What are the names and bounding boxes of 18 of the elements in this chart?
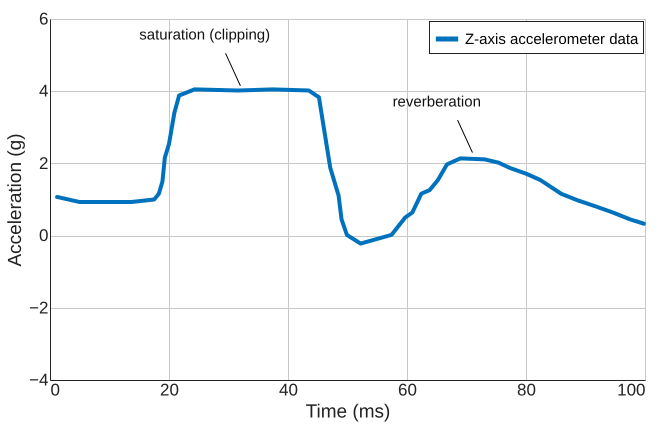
line-series <box>55 87 646 246</box>
annotation: saturation (clipping) <box>139 26 270 44</box>
y-tick-label: 6 <box>39 10 48 28</box>
annotation: reverberation <box>392 93 481 110</box>
x-axis-title: Time (ms) <box>306 402 390 422</box>
y-axis-title: Acceleration (g) <box>5 133 26 267</box>
y-tick-label: −2 <box>29 298 48 318</box>
x-tick-label: 60 <box>398 380 417 400</box>
y-tick-label: −4 <box>29 370 48 390</box>
x-tick-label: 0 <box>50 380 60 400</box>
x-tick-label: 40 <box>279 380 298 400</box>
x-tick-label: 20 <box>160 380 179 400</box>
y-tick-label: 4 <box>39 82 48 101</box>
x-tick-label: 80 <box>517 380 536 400</box>
y-tick-label: 0 <box>39 226 48 246</box>
y-tick-label: 2 <box>39 154 48 173</box>
x-tick-label: 100 <box>617 380 646 400</box>
legend-label: Z-axis accelerometer data <box>465 31 640 48</box>
